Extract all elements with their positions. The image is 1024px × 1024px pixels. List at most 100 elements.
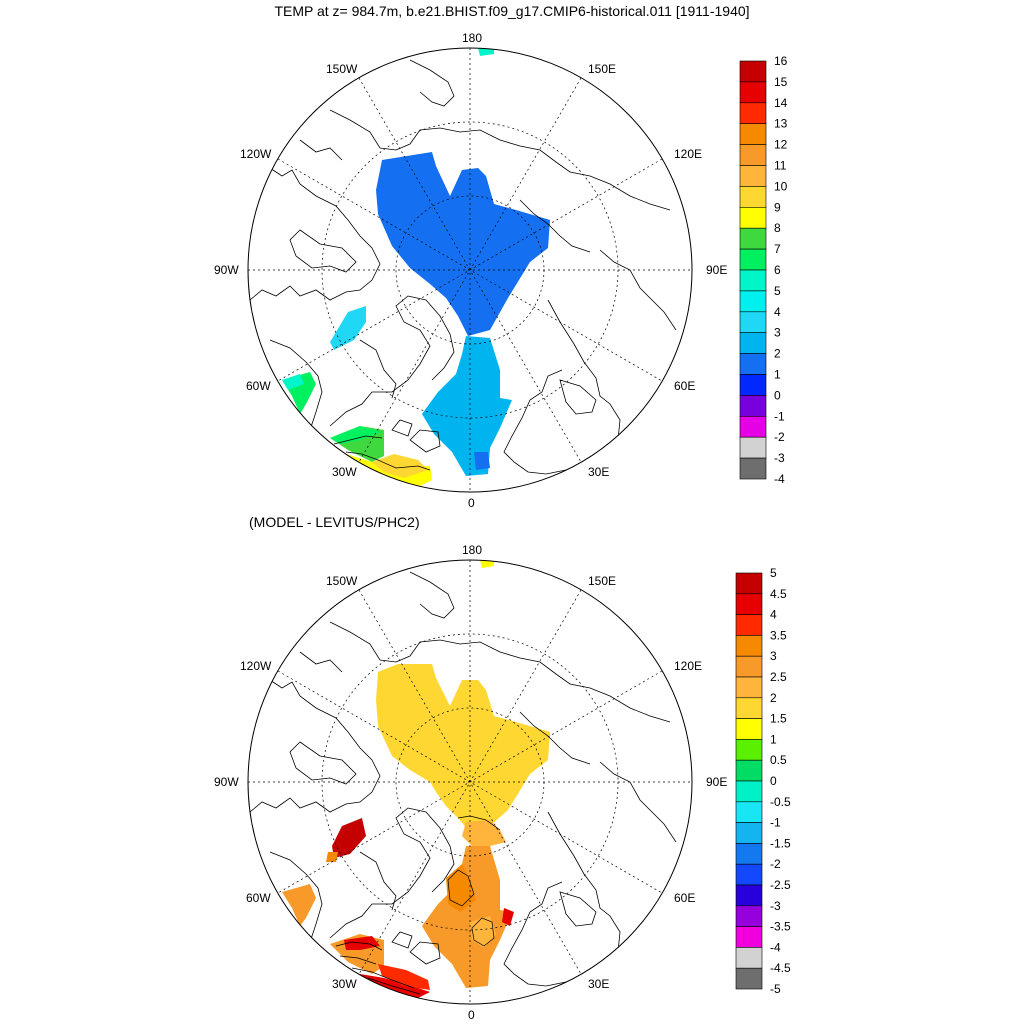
bottom-lon-label-90e: 90E [706,775,727,789]
top-colorbar-tick-label: 0 [774,388,781,402]
top-colorbar-swatch [739,332,767,354]
bottom-colorbar-tick-label: 3 [770,649,777,663]
bottom-colorbar-swatch [735,947,763,969]
top-colorbar-swatch [739,248,767,271]
bottom-colorbar-swatch [735,780,763,803]
bottom-colorbar-swatch [735,655,763,678]
bottom-colorbar-tick-label: 3.5 [770,628,787,642]
top-map-field [249,48,677,488]
bottom-labrador-sea-region [282,884,316,926]
top-colorbar-swatch [739,81,767,104]
bottom-lon-label-150e: 150E [588,574,616,588]
bottom-lon-label-60w: 60W [246,891,271,905]
top-colorbar-tick-label: 16 [774,54,788,68]
bottom-colorbar-tick-label: -3 [770,899,781,913]
bottom-baffin-bay-region [332,818,366,858]
bottom-colorbar-swatch [735,863,763,886]
bottom-baffin-bay-edge [326,852,338,862]
bottom-lon-label-30e: 30E [588,977,609,991]
top-bering-spot [478,48,494,56]
top-colorbar-tick-label: 8 [774,221,781,235]
top-colorbar-swatch [739,395,767,417]
bottom-colorbar-tick-label: -1.5 [770,836,791,850]
top-colorbar-swatch [739,353,767,375]
bottom-polar-map: 180 0 90W 90E 150W 120W 150E 120E 60W 30… [214,543,791,1022]
bottom-colorbar-tick-label: 0 [770,774,777,788]
bottom-colorbar-swatch [735,676,763,699]
bottom-colorbar-swatch [735,614,763,636]
bottom-colorbar-tick-label: 4.5 [770,587,787,601]
top-colorbar-swatch [739,311,767,333]
top-colorbar-tick-label: 7 [774,242,781,256]
top-lon-label-150e: 150E [588,62,616,76]
bottom-colorbar-swatch [735,697,763,719]
bottom-colorbar-tick-label: -2 [770,857,781,871]
top-lon-label-90w: 90W [214,263,239,277]
bottom-lon-label-120e: 120E [674,659,702,673]
top-colorbar-swatch [739,227,767,250]
bottom-colorbar-tick-label: -5 [770,982,781,996]
top-lon-label-90e: 90E [706,263,727,277]
top-contour-lines [333,435,431,471]
top-colorbar-tick-label: 3 [774,326,781,340]
bottom-atlantic-mid [378,964,430,990]
bottom-lon-label-0: 0 [468,1008,475,1022]
bottom-nordic-seas-region [422,846,512,988]
top-colorbar-tick-label: 4 [774,305,781,319]
top-lon-label-30e: 30E [588,465,609,479]
top-colorbar-swatch [739,60,767,83]
bottom-bering-spot [480,560,494,568]
bottom-colorbar-tick-label: -4 [770,940,781,954]
top-colorbar-tick-label: 6 [774,263,781,277]
bottom-map-field [249,560,677,1000]
bottom-lofoten-pocket [470,916,496,948]
bottom-colorbar-tick-label: 5 [770,566,777,580]
top-colorbar-swatch [739,186,767,208]
top-graticule [248,48,692,492]
bottom-lon-label-90w: 90W [214,775,239,789]
bottom-lon-label-120w: 120W [240,659,272,673]
top-colorbar-tick-label: 11 [774,159,787,173]
top-map-boundary [247,47,693,493]
bottom-colorbar-swatch [735,759,763,782]
bottom-colorbar-swatch [735,926,763,948]
top-lon-label-180: 180 [462,31,482,45]
bottom-colorbar-tick-label: 1 [770,732,777,746]
top-longitude-labels: 180 0 90W 90E 150W 120W 150E 120E 60W 30… [214,31,727,510]
top-colorbar-tick-label: 12 [774,138,788,152]
top-colorbar-tick-label: 10 [774,179,788,193]
top-colorbar-swatch [739,436,767,459]
bottom-colorbar-tick-label: 4 [770,608,777,622]
bottom-colorbar-swatch [735,822,763,844]
bottom-colorbar-swatch [735,635,763,657]
bottom-colorbar-tick-label: -3.5 [770,920,791,934]
bottom-colorbar-swatch [735,739,763,761]
top-lon-label-30w: 30W [332,465,357,479]
bottom-colorbar-swatch [735,967,763,990]
bottom-nordic-deep-warm [446,864,476,912]
bottom-colorbar-tick-label: -0.5 [770,795,791,809]
bottom-colorbar-swatch [735,884,763,907]
top-colorbar-tick-label: -3 [774,451,785,465]
top-colorbar-swatch [739,123,767,145]
top-colorbar-tick-label: -2 [774,430,785,444]
bottom-graticule [248,560,692,1004]
top-lon-label-120e: 120E [674,147,702,161]
top-atlantic-warm [372,454,428,478]
top-colorbar-swatch [739,102,767,125]
top-lon-label-0: 0 [468,496,475,510]
bottom-coastlines [249,571,677,987]
top-lon-label-120w: 120W [240,147,272,161]
bottom-contour-lines [335,815,501,995]
top-norway-coast-warm [474,452,490,470]
bottom-norway-coast-hot [502,908,514,926]
top-labrador-sea-cool [282,374,304,390]
top-colorbar-tick-label: 9 [774,200,781,214]
top-nordic-seas-region [422,336,512,476]
top-colorbar-swatch [739,165,767,187]
top-polar-map: 180 0 90W 90E 150W 120W 150E 120E 60W 30… [214,31,788,510]
top-colorbar-tick-label: -4 [774,472,785,486]
top-lon-label-150w: 150W [326,62,358,76]
